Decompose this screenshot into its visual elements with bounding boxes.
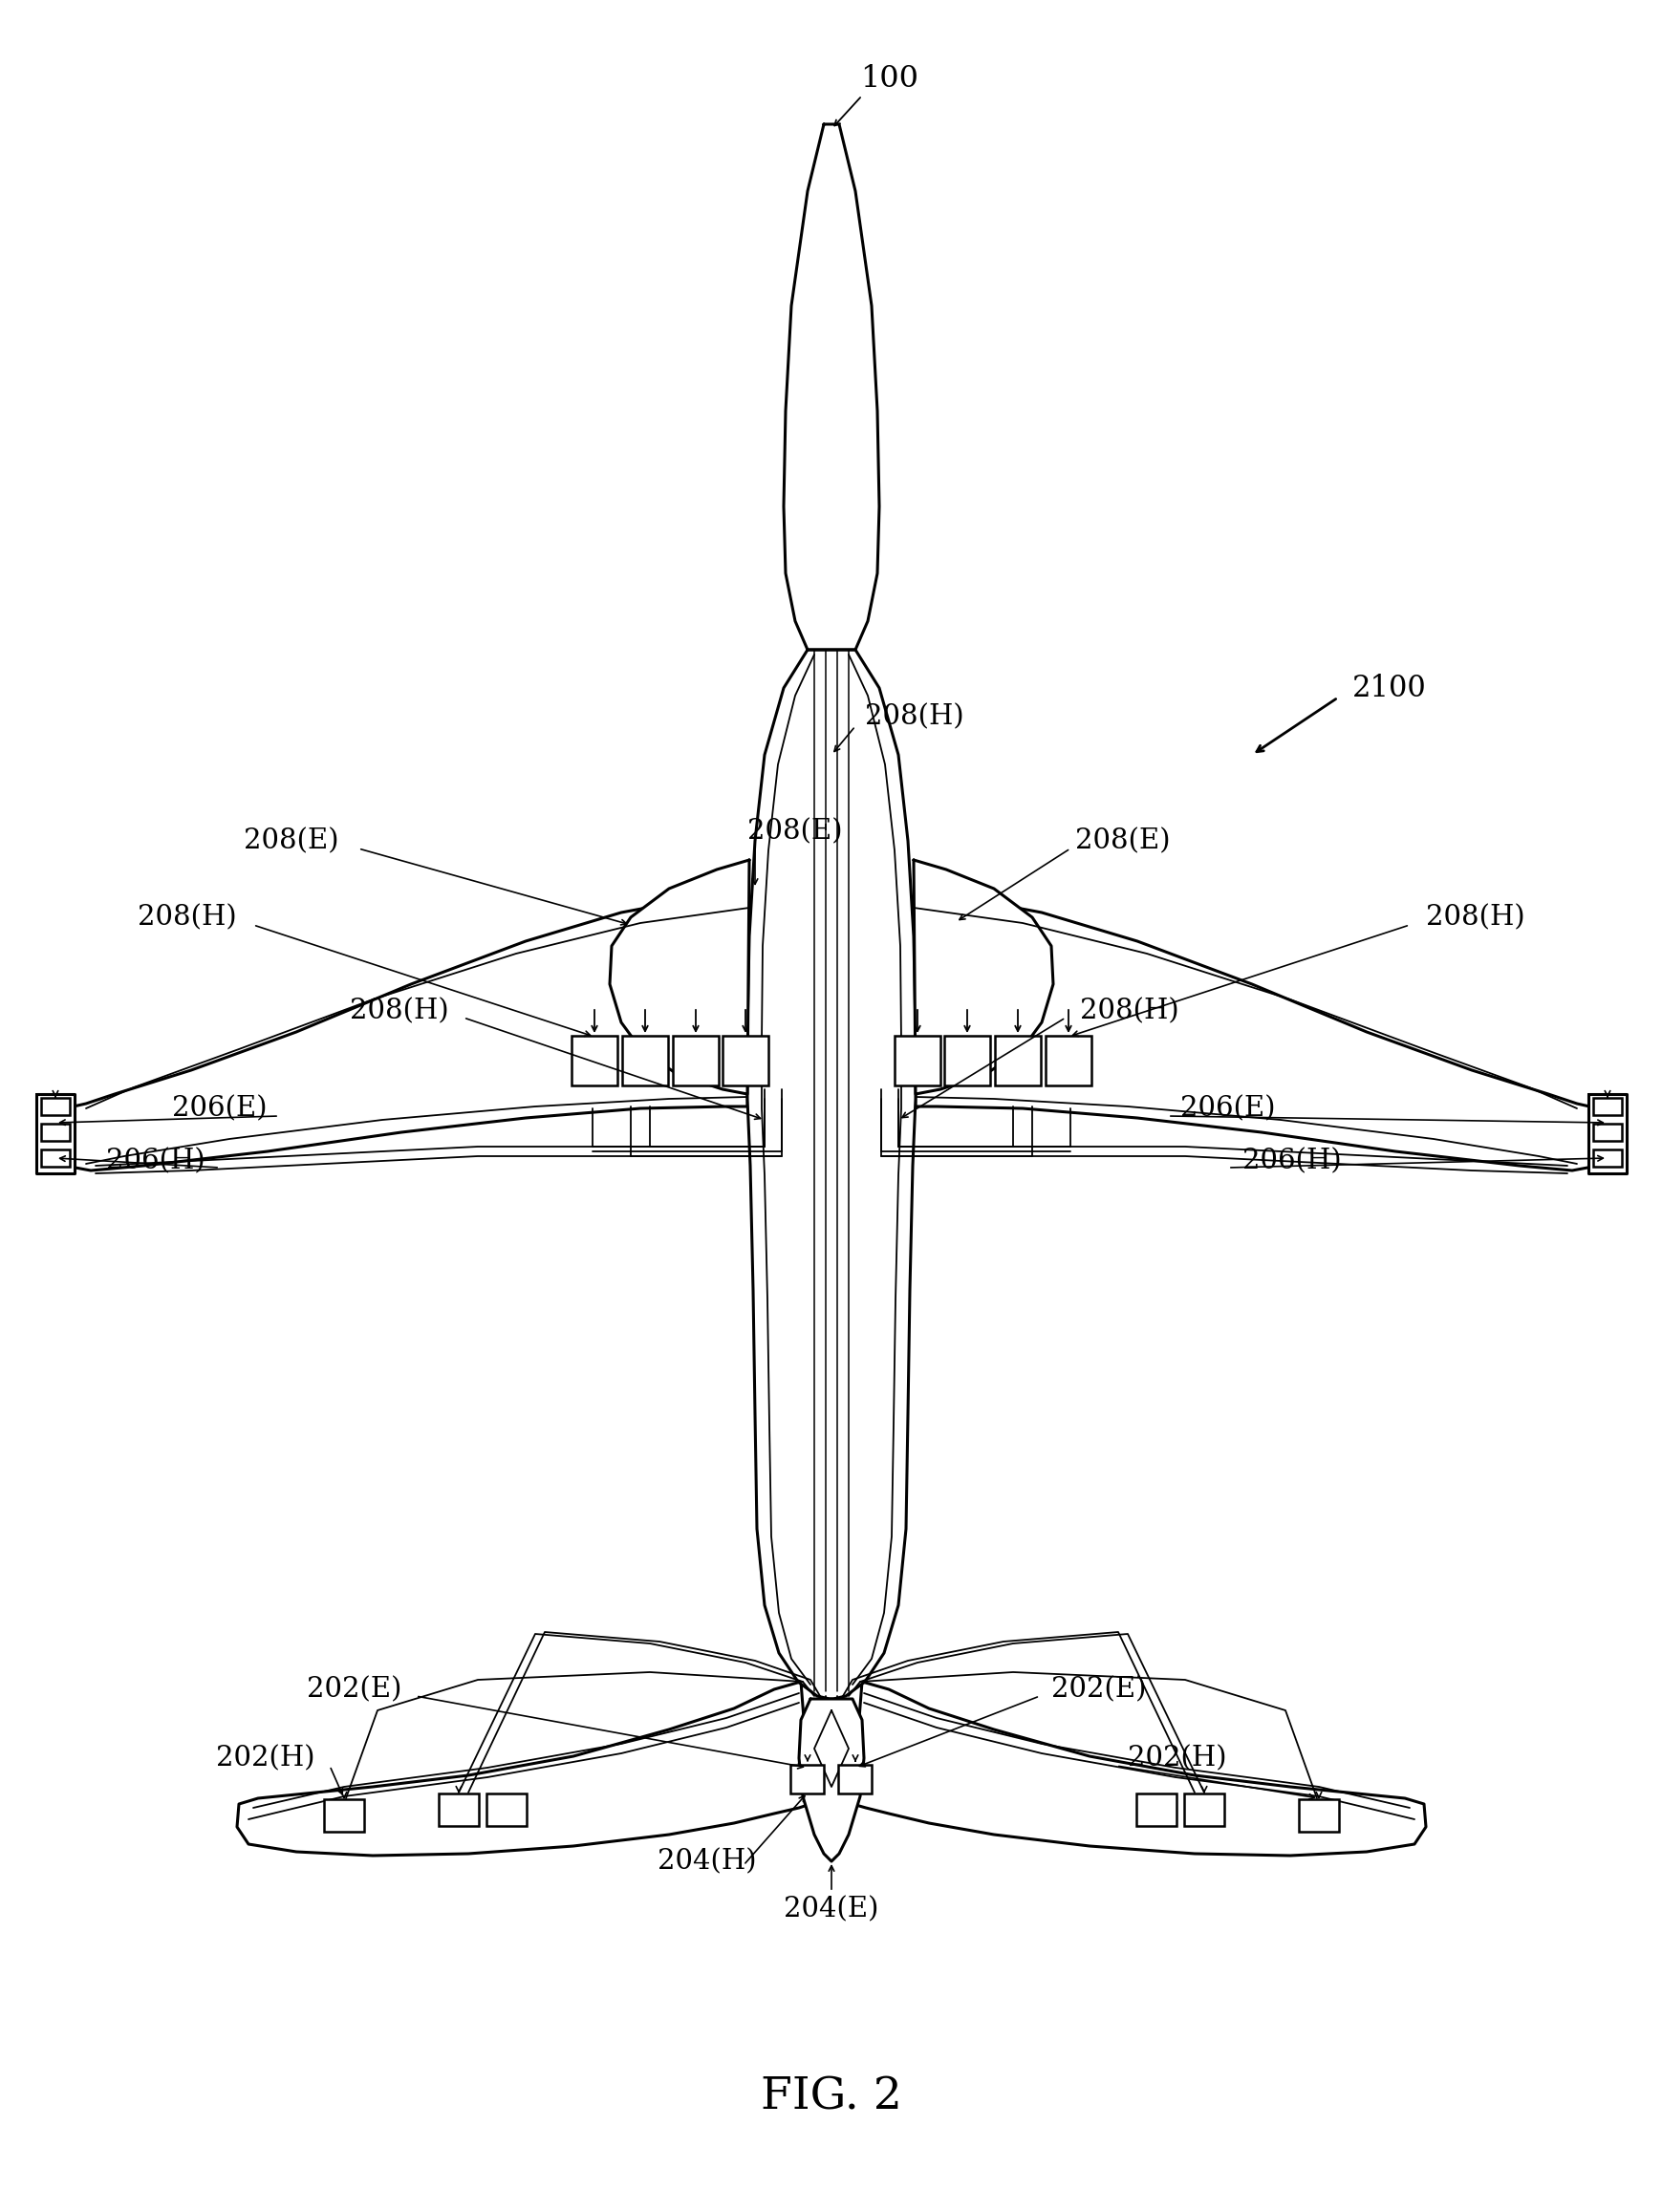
Bar [622,1035,668,1086]
Bar [838,1765,871,1794]
Text: 206(E): 206(E) [173,1095,268,1121]
Bar [439,1794,479,1825]
Bar [894,1035,941,1086]
Text: 206(H): 206(H) [106,1148,206,1175]
Bar [42,1097,70,1115]
Bar [1045,1035,1090,1086]
Bar [673,1035,718,1086]
Text: 208(E): 208(E) [244,827,339,854]
Bar [994,1035,1040,1086]
Text: 204(H): 204(H) [658,1847,756,1876]
Bar [791,1765,824,1794]
Text: FIG. 2: FIG. 2 [761,2075,901,2119]
Polygon shape [746,650,916,1699]
Polygon shape [912,860,1052,1095]
Bar [572,1035,617,1086]
Polygon shape [610,860,750,1095]
Bar [944,1035,989,1086]
Text: 202(E): 202(E) [306,1677,401,1703]
Text: 208(H): 208(H) [1424,905,1524,931]
Polygon shape [853,1681,1424,1856]
Text: 208(H): 208(H) [864,703,964,730]
Bar [1592,1097,1620,1115]
Text: 202(E): 202(E) [1050,1677,1145,1703]
Polygon shape [65,898,750,1170]
Bar [324,1798,364,1832]
Polygon shape [37,1095,75,1172]
Bar [1592,1150,1620,1166]
Bar [1592,1124,1620,1141]
Text: 208(H): 208(H) [138,905,238,931]
Bar [1183,1794,1223,1825]
Bar [42,1124,70,1141]
Text: 206(E): 206(E) [1180,1095,1275,1121]
Polygon shape [798,1699,864,1860]
Bar [487,1794,527,1825]
Text: 202(H): 202(H) [216,1745,316,1772]
Text: 208(E): 208(E) [746,818,843,845]
Text: 100: 100 [859,64,917,93]
Polygon shape [912,898,1597,1170]
Text: 208(E): 208(E) [1075,827,1170,854]
Bar [1135,1794,1175,1825]
Text: 2100: 2100 [1351,672,1426,703]
Polygon shape [1587,1095,1625,1172]
Text: 202(H): 202(H) [1127,1745,1227,1772]
Text: 208(H): 208(H) [351,998,449,1024]
Bar [1298,1798,1338,1832]
Polygon shape [783,124,879,650]
Text: 208(H): 208(H) [1079,998,1178,1024]
Polygon shape [814,1710,848,1787]
Bar [42,1150,70,1166]
Bar [721,1035,768,1086]
Polygon shape [238,1681,809,1856]
Text: 204(E): 204(E) [783,1896,879,1922]
Text: 206(H): 206(H) [1242,1148,1341,1175]
